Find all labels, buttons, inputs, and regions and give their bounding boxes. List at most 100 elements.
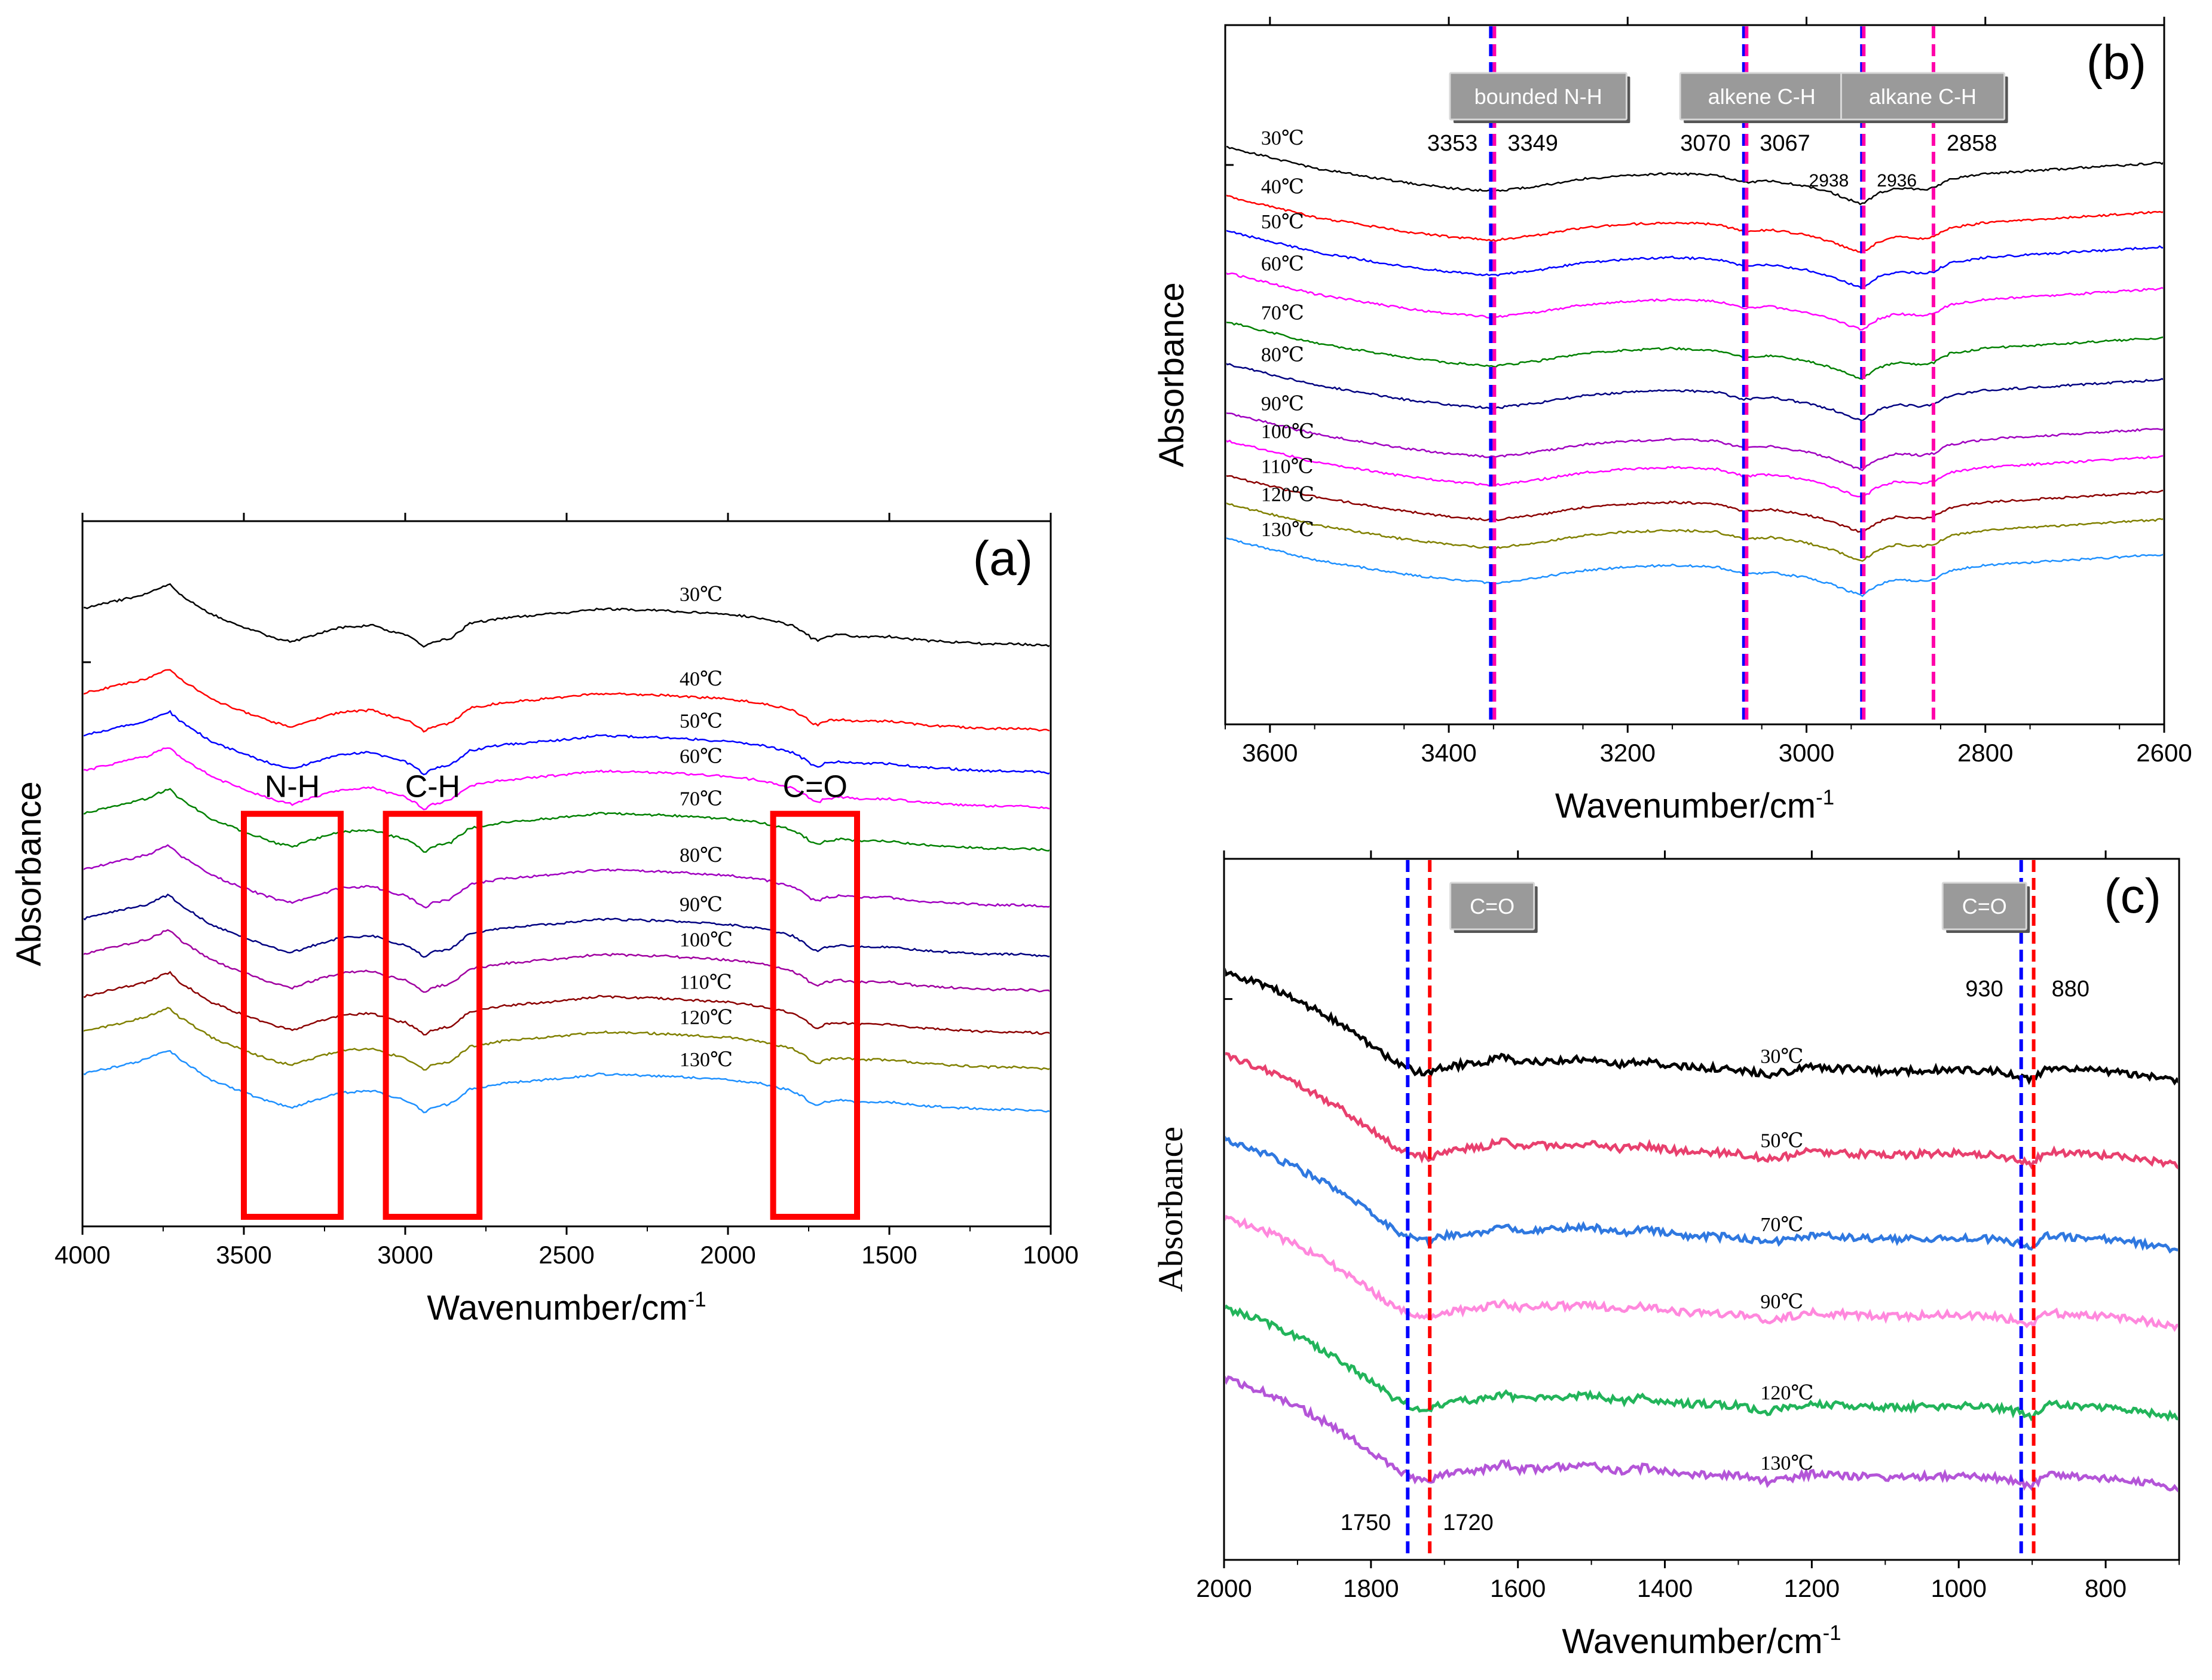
spectrum-c-4	[1225, 1304, 2178, 1422]
callout-box: alkene C-H	[1679, 72, 1847, 123]
spectrum-b-7	[1226, 439, 2163, 498]
marker-label: 2938	[1809, 171, 1849, 191]
callout-body	[1449, 72, 1627, 121]
x-axis-title-sup: -1	[1823, 1621, 1841, 1645]
x-tick-label: 1400	[1637, 1574, 1693, 1602]
spectrum-a-4	[84, 788, 1050, 853]
x-axis-title: Wavenumber/cm-1	[1562, 1621, 1841, 1661]
plot-area	[1226, 146, 2163, 598]
marker-label: 3353	[1427, 131, 1478, 156]
temperature-label: 90℃	[1261, 393, 1304, 415]
temperature-label: 130℃	[680, 1049, 733, 1071]
spectrum-b-4	[1226, 322, 2163, 380]
temperature-label: 30℃	[1760, 1046, 1803, 1068]
spectrum-b-1	[1226, 194, 2163, 253]
plot-frame	[1224, 24, 2165, 726]
spectrum-c-0	[1225, 968, 2178, 1086]
temperature-label: 60℃	[680, 746, 723, 768]
callout-box: C=O	[1449, 882, 1538, 933]
x-axis-title-main: Wavenumber/cm	[1555, 787, 1816, 825]
callout-body	[1941, 882, 2027, 931]
temperature-label: 60℃	[1261, 253, 1304, 275]
panel-b: 3600 3400 3200 3000 2800 2600 Wavenumber/cm-1 A…	[1152, 17, 2192, 825]
x-tick-label: 3000	[1779, 739, 1834, 767]
panel-label: (a)	[973, 531, 1033, 586]
x-axis-title: Wavenumber/cm-1	[1555, 786, 1834, 825]
x-axis-title-sup: -1	[688, 1288, 706, 1311]
highlight-box	[770, 810, 860, 1220]
spectrum-a-1	[84, 669, 1050, 733]
highlight-box	[241, 810, 344, 1220]
plot-area	[1225, 968, 2178, 1493]
marker-label: 1720	[1443, 1510, 1494, 1535]
x-tick-label: 3000	[377, 1241, 433, 1269]
spectrum-c-3	[1225, 1214, 2178, 1332]
temperature-label: 100℃	[680, 929, 733, 951]
temperature-label: 90℃	[1760, 1291, 1803, 1313]
marker-label: 930	[1965, 977, 2003, 1002]
callout-body	[1449, 882, 1535, 931]
marker-label: 2936	[1877, 171, 1917, 191]
temperature-label: 120℃	[1760, 1382, 1813, 1404]
spectrum-c-2	[1225, 1136, 2178, 1254]
x-tick-label: 800	[2085, 1574, 2127, 1602]
temperature-label: 50℃	[680, 711, 723, 733]
x-tick-label: 3200	[1600, 739, 1656, 767]
callout-body	[1840, 72, 2006, 121]
temperature-label: 50℃	[1261, 211, 1304, 233]
temperature-label: 100℃	[1261, 421, 1314, 443]
marker-label: 3070	[1680, 131, 1731, 156]
spectrum-a-9	[84, 1006, 1050, 1071]
x-tick-label: 1000	[1931, 1574, 1987, 1602]
box-label: N-H	[265, 770, 320, 804]
temperature-label: 130℃	[1261, 519, 1314, 541]
spectrum-b-10	[1226, 537, 2163, 598]
panel-label: (b)	[2086, 35, 2146, 90]
box-label: C=O	[783, 770, 848, 804]
x-tick-label: 3600	[1242, 739, 1298, 767]
spectrum-b-0	[1226, 146, 2163, 206]
x-tick-label: 2000	[1196, 1574, 1252, 1602]
plot-frame	[1223, 858, 2180, 1561]
temperature-label: 130℃	[1760, 1452, 1813, 1474]
panel-label: (c)	[2104, 869, 2161, 923]
x-tick-label: 3400	[1421, 739, 1476, 767]
marker-label: 3067	[1760, 131, 1810, 156]
box-label: C-H	[405, 770, 460, 804]
callout-label: C=O	[1470, 894, 1515, 919]
x-axis-title-main: Wavenumber/cm	[427, 1289, 687, 1327]
x-tick-label: 1000	[1023, 1241, 1078, 1269]
callout-box: C=O	[1941, 882, 2030, 933]
plot-area	[84, 583, 1050, 1113]
temperature-label: 80℃	[680, 844, 723, 867]
callout-label: alkene C-H	[1708, 84, 1816, 109]
marker-label: 1750	[1341, 1510, 1391, 1535]
highlight-box	[383, 810, 483, 1220]
spectrum-b-3	[1226, 272, 2163, 331]
temperature-label: 120℃	[1261, 484, 1314, 506]
temperature-label: 40℃	[680, 668, 723, 690]
callout-box: alkane C-H	[1840, 72, 2008, 123]
temperature-label: 110℃	[680, 971, 732, 993]
spectrum-b-5	[1226, 362, 2163, 422]
temperature-label: 30℃	[680, 583, 723, 605]
temperature-label: 70℃	[680, 788, 723, 810]
spectrum-c-5	[1225, 1375, 2178, 1493]
spectrum-a-0	[84, 583, 1050, 648]
x-tick-label: 2000	[700, 1241, 755, 1269]
spectrum-b-6	[1226, 412, 2163, 472]
spectrum-a-8	[84, 971, 1050, 1036]
y-axis-title: Absorbance	[1151, 1127, 1190, 1292]
spectrum-c-1	[1225, 1052, 2178, 1170]
panel-a: 4000 3500 3000 2500 2000 1500 1000 Wavenumber/c…	[10, 513, 1079, 1327]
marker-label: 880	[2052, 977, 2089, 1002]
y-axis-title: Absorbance	[1152, 282, 1191, 467]
panel-c: 2000 1800 1600 1400 1200 1000 800 Wavenumber/cm…	[1151, 850, 2180, 1661]
x-tick-label: 2800	[1957, 739, 2013, 767]
temperature-label: 120℃	[680, 1006, 733, 1029]
callout-label: C=O	[1962, 894, 2007, 919]
temperature-label: 90℃	[680, 893, 723, 916]
x-axis-title: Wavenumber/cm-1	[427, 1288, 706, 1327]
x-axis-title-main: Wavenumber/cm	[1562, 1622, 1822, 1661]
